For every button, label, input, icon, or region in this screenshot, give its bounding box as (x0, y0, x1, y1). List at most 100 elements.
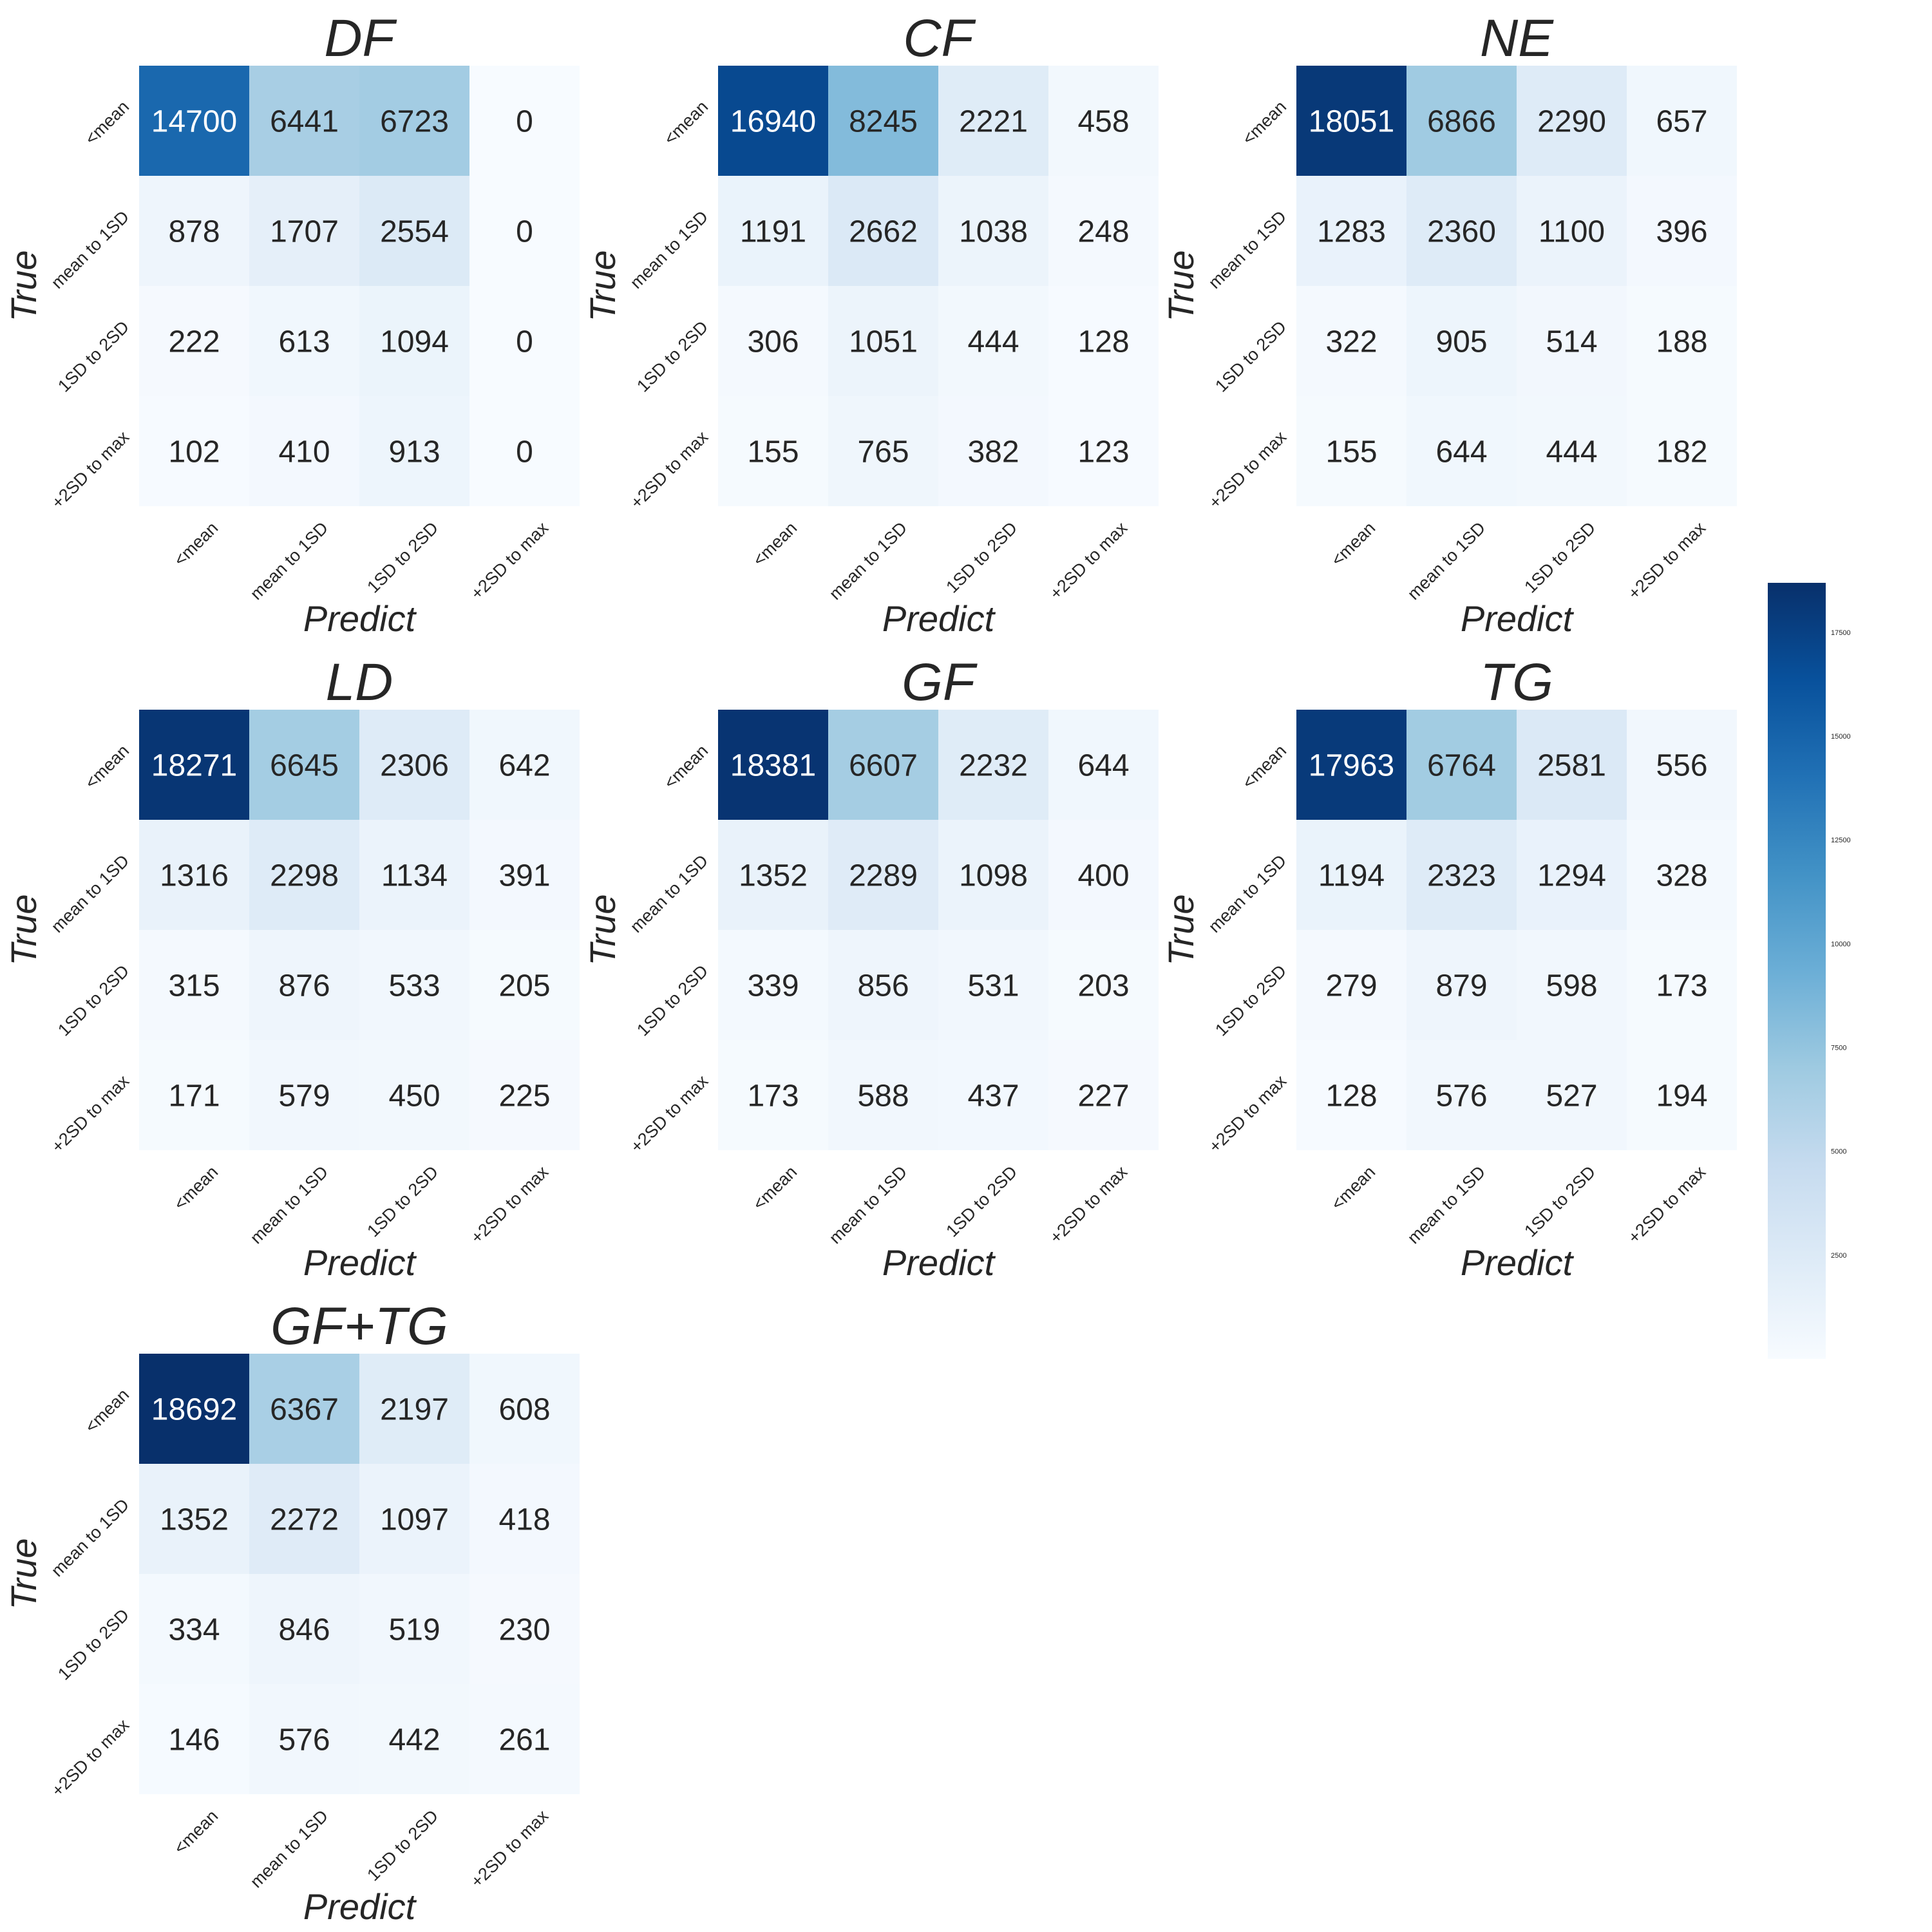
cell-value-label: 248 (1077, 215, 1129, 249)
y-tick-label: +2SD to max (627, 1071, 712, 1156)
heatmap-cell (1406, 710, 1517, 820)
cell-value-label: 155 (747, 435, 799, 469)
x-tick-label: +2SD to max (1046, 518, 1131, 603)
cell-value-label: 322 (1325, 325, 1377, 359)
cell-value-label: 1707 (270, 215, 339, 249)
cell-value-label: 913 (388, 435, 440, 469)
heatmap-cell (828, 1040, 938, 1150)
x-axis-title: Predict (882, 1242, 996, 1283)
cell-value-label: 2197 (380, 1393, 449, 1427)
cell-value-label: 905 (1435, 325, 1487, 359)
cell-value-label: 437 (967, 1079, 1019, 1113)
heatmap-cell (1296, 396, 1406, 506)
heatmap-cell (1517, 930, 1627, 1040)
heatmap-cell (359, 66, 469, 176)
heatmap-cell (1296, 286, 1406, 396)
y-tick-label: +2SD to max (1205, 427, 1290, 512)
cell-value-label: 128 (1325, 1079, 1377, 1113)
cell-value-label: 18051 (1309, 105, 1394, 139)
heatmap-cell (249, 1574, 359, 1684)
cell-value-label: 16940 (730, 105, 816, 139)
cell-value-label: 400 (1077, 859, 1129, 893)
y-tick-label: 1SD to 2SD (54, 1605, 133, 1684)
heatmap-cell (1048, 1040, 1159, 1150)
panel-title: NE (1480, 9, 1554, 68)
cell-value-label: 598 (1546, 969, 1597, 1003)
cell-value-label: 279 (1325, 969, 1377, 1003)
heatmap-cell (938, 820, 1048, 930)
cell-value-label: 261 (498, 1723, 550, 1757)
heatmap-cell (249, 396, 359, 506)
cell-value-label: 450 (388, 1079, 440, 1113)
heatmap-cell (938, 930, 1048, 1040)
y-tick-label: +2SD to max (627, 427, 712, 512)
cell-value-label: 556 (1656, 749, 1707, 783)
cell-value-label: 1352 (739, 859, 808, 893)
cell-value-label: 18381 (730, 749, 816, 783)
x-tick-label: <mean (170, 518, 222, 570)
cell-value-label: 856 (857, 969, 909, 1003)
x-tick-label: 1SD to 2SD (363, 1162, 442, 1241)
heatmap-cell (359, 820, 469, 930)
panel-title: CF (903, 9, 976, 68)
cell-value-label: 0 (516, 435, 533, 469)
heatmap-cell (828, 396, 938, 506)
panel-title: LD (326, 653, 393, 712)
cell-value-label: 102 (168, 435, 220, 469)
y-tick-label: mean to 1SD (627, 207, 712, 293)
cell-value-label: 0 (516, 325, 533, 359)
colorbar-tick-label: 17500 (1831, 629, 1851, 637)
cell-value-label: 203 (1077, 969, 1129, 1003)
heatmap-cell (469, 176, 580, 286)
heatmap-cell (249, 1040, 359, 1150)
heatmap-panel-gf: 18381 6607 2232 644 1352 2289 1098 400 339 856 531… (582, 653, 1159, 1283)
y-tick-label: mean to 1SD (1205, 851, 1291, 937)
heatmap-cell (1406, 66, 1517, 176)
cell-value-label: 519 (388, 1613, 440, 1647)
heatmap-cell (718, 820, 828, 930)
cell-value-label: 644 (1077, 749, 1129, 783)
cell-value-label: 18271 (151, 749, 237, 783)
x-tick-label: mean to 1SD (1404, 1162, 1490, 1248)
x-tick-label: <mean (749, 1162, 800, 1214)
cell-value-label: 128 (1077, 325, 1129, 359)
panel-title: DF (324, 9, 397, 68)
y-tick-label: +2SD to max (48, 427, 133, 512)
heatmap-cell (1627, 710, 1737, 820)
cell-value-label: 8245 (849, 105, 918, 139)
heatmap-cell (469, 66, 580, 176)
cell-value-label: 1098 (959, 859, 1028, 893)
heatmap-cell (1517, 820, 1627, 930)
y-axis-title: True (582, 251, 623, 322)
cell-value-label: 14700 (151, 105, 237, 139)
y-tick-label: +2SD to max (48, 1071, 133, 1156)
heatmap-cell (359, 1684, 469, 1794)
heatmap-cell (1048, 710, 1159, 820)
heatmap-cell (249, 1354, 359, 1464)
cell-value-label: 1100 (1539, 215, 1605, 249)
cell-value-label: 444 (967, 325, 1019, 359)
cell-value-label: 531 (967, 969, 1019, 1003)
heatmap-cell (139, 66, 249, 176)
cell-value-label: 2360 (1427, 215, 1496, 249)
cell-value-label: 418 (498, 1503, 550, 1537)
heatmap-cell (1517, 286, 1627, 396)
colorbar-tick-label: 7500 (1831, 1045, 1846, 1052)
heatmap-cell (828, 176, 938, 286)
heatmap-cell (139, 1464, 249, 1574)
heatmap-cell (469, 1354, 580, 1464)
cell-value-label: 17963 (1309, 749, 1394, 783)
heatmap-cell (249, 286, 359, 396)
y-axis-title: True (1160, 251, 1201, 322)
y-axis-title: True (3, 1539, 44, 1610)
cell-value-label: 6441 (270, 105, 339, 139)
cell-value-label: 188 (1656, 325, 1707, 359)
heatmap-cell (1296, 1040, 1406, 1150)
y-tick-label: mean to 1SD (48, 1495, 133, 1581)
panel-title: GF (902, 653, 978, 712)
cell-value-label: 339 (747, 969, 799, 1003)
y-tick-label: 1SD to 2SD (1211, 317, 1290, 396)
heatmap-cell (249, 820, 359, 930)
y-tick-label: 1SD to 2SD (633, 317, 712, 396)
